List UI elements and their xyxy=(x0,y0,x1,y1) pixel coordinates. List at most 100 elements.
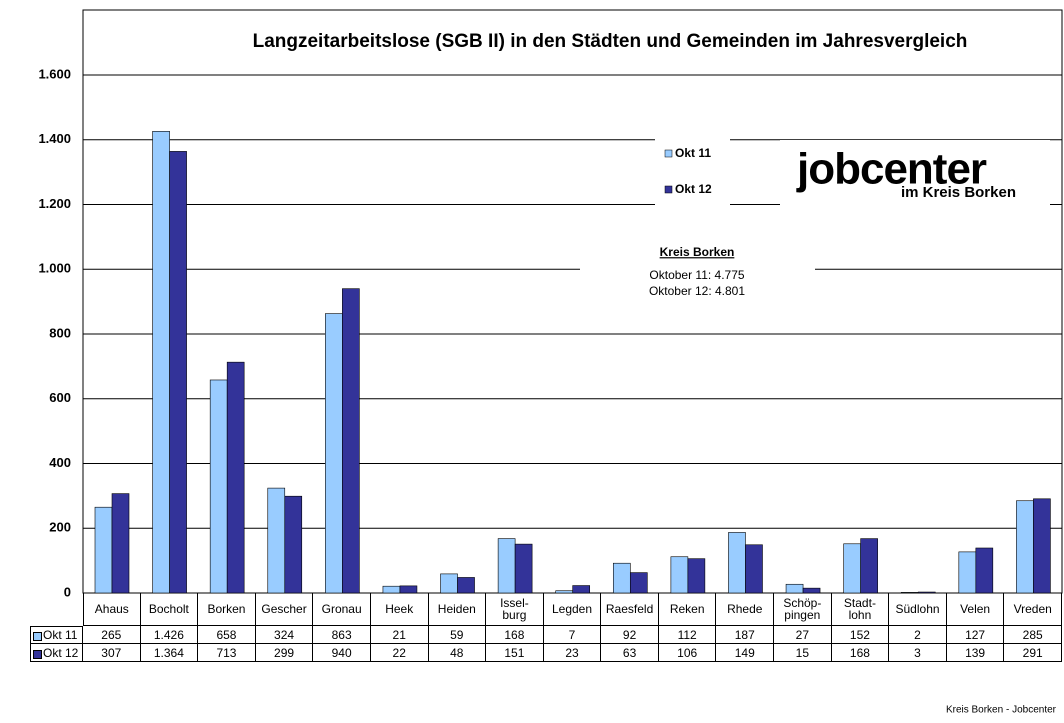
value-label: 168 xyxy=(831,644,890,662)
annotation-title: Kreis Borken xyxy=(660,245,735,259)
y-tick-label: 1.200 xyxy=(38,196,71,211)
value-label: 92 xyxy=(601,626,659,644)
value-label: 863 xyxy=(313,626,371,644)
bar xyxy=(399,585,418,594)
bar xyxy=(342,288,360,594)
bar xyxy=(629,572,648,594)
table-swatch xyxy=(33,650,42,659)
category-label: Legden xyxy=(543,593,602,626)
value-label: 285 xyxy=(1004,626,1062,644)
bar xyxy=(728,532,746,594)
y-tick-label: 1.400 xyxy=(38,131,71,146)
value-label: 139 xyxy=(946,644,1005,662)
annotation-box xyxy=(580,240,815,305)
category-label: Borken xyxy=(198,593,256,626)
value-label: 22 xyxy=(370,644,429,662)
value-label: 152 xyxy=(831,626,890,644)
legend-box xyxy=(655,135,730,205)
bar xyxy=(226,361,245,594)
bar xyxy=(497,538,516,594)
bar xyxy=(975,547,994,594)
bar xyxy=(670,556,689,594)
logo-box xyxy=(780,140,1050,210)
value-label: 59 xyxy=(428,626,487,644)
bar xyxy=(785,583,804,594)
value-label: 112 xyxy=(658,626,717,644)
bar xyxy=(572,585,591,594)
value-label: 3 xyxy=(889,644,947,662)
bar xyxy=(382,585,401,594)
category-label: Stadt- lohn xyxy=(831,593,890,626)
bar xyxy=(325,313,343,594)
bar xyxy=(209,379,228,594)
bar xyxy=(94,506,113,594)
table-swatch xyxy=(33,632,42,641)
value-label: 63 xyxy=(601,644,659,662)
bar xyxy=(514,543,533,594)
value-label: 21 xyxy=(370,626,429,644)
bar xyxy=(860,538,878,594)
footer: Kreis Borken - Jobcenter xyxy=(946,705,1057,716)
value-label: 1.426 xyxy=(140,626,199,644)
y-tick-label: 600 xyxy=(49,390,71,405)
category-label: Reken xyxy=(658,593,717,626)
y-tick-label: 200 xyxy=(49,520,71,535)
category-label: Vreden xyxy=(1004,593,1062,626)
legend-swatch xyxy=(664,149,673,158)
chart-title: Langzeitarbeitslose (SGB II) in den Städ… xyxy=(253,31,968,52)
y-tick-label: 0 xyxy=(64,584,71,599)
value-label: 7 xyxy=(543,626,602,644)
category-label: Gronau xyxy=(313,593,371,626)
logo-subtitle: im Kreis Borken xyxy=(901,184,1016,201)
value-label: 151 xyxy=(486,644,544,662)
value-label: 940 xyxy=(313,644,371,662)
value-label: 324 xyxy=(255,626,314,644)
value-label: 2 xyxy=(889,626,947,644)
bar xyxy=(111,493,130,594)
category-label: Raesfeld xyxy=(601,593,659,626)
table-row-header: Okt 11 xyxy=(30,626,83,644)
category-label: Schöp- pingen xyxy=(774,593,832,626)
bar xyxy=(152,131,170,594)
plot-area xyxy=(82,9,1063,594)
value-label: 187 xyxy=(716,626,775,644)
value-label: 658 xyxy=(198,626,256,644)
category-label: Issel- burg xyxy=(486,593,544,626)
bar xyxy=(745,544,763,594)
bar xyxy=(843,543,861,594)
value-label: 15 xyxy=(774,644,832,662)
value-label: 127 xyxy=(946,626,1005,644)
value-label: 299 xyxy=(255,644,314,662)
value-label: 48 xyxy=(428,644,487,662)
bar xyxy=(917,591,936,594)
value-label: 1.364 xyxy=(140,644,199,662)
value-label: 106 xyxy=(658,644,717,662)
bar xyxy=(1016,500,1034,594)
annotation-line: Oktober 11: 4.775 xyxy=(649,268,745,282)
table-row-header: Okt 12 xyxy=(30,644,83,662)
bar xyxy=(457,577,475,594)
category-label: Südlohn xyxy=(889,593,947,626)
value-label: 23 xyxy=(543,644,602,662)
y-tick-label: 1.600 xyxy=(38,66,71,81)
category-label: Heek xyxy=(370,593,429,626)
bar xyxy=(169,151,187,594)
annotation-line: Oktober 12: 4.801 xyxy=(649,284,745,298)
value-label: 27 xyxy=(774,626,832,644)
y-tick-label: 800 xyxy=(49,325,71,340)
value-label: 168 xyxy=(486,626,544,644)
y-tick-label: 1.000 xyxy=(38,261,71,276)
value-label: 713 xyxy=(198,644,256,662)
value-label: 291 xyxy=(1004,644,1062,662)
bar xyxy=(284,495,303,594)
bar xyxy=(802,587,821,594)
category-label: Ahaus xyxy=(83,593,141,626)
logo-name: jobcenter xyxy=(796,145,987,194)
value-label: 307 xyxy=(83,644,141,662)
bar xyxy=(1033,498,1051,594)
category-label: Heiden xyxy=(428,593,487,626)
bar xyxy=(612,562,631,594)
category-label: Bocholt xyxy=(140,593,199,626)
